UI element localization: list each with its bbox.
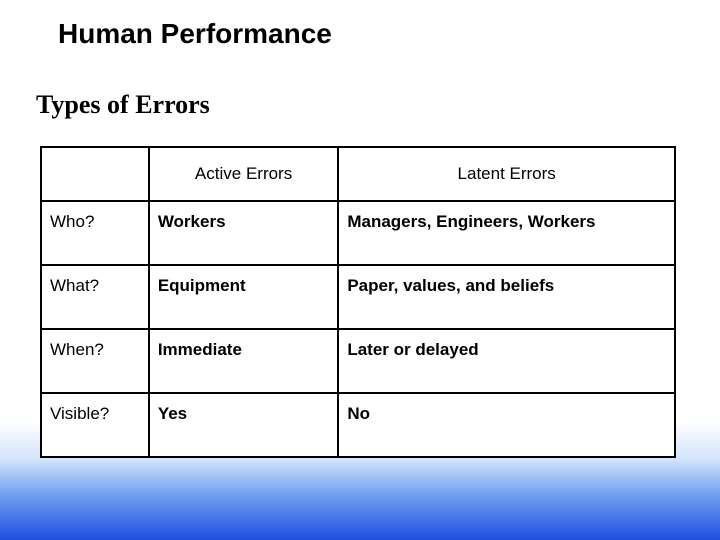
cell-latent: Later or delayed <box>338 329 675 393</box>
row-label: Visible? <box>41 393 149 457</box>
table-row: What? Equipment Paper, values, and belie… <box>41 265 675 329</box>
page-title: Human Performance <box>58 18 684 50</box>
cell-latent: No <box>338 393 675 457</box>
row-label: Who? <box>41 201 149 265</box>
table-header-empty <box>41 147 149 201</box>
cell-active: Workers <box>149 201 339 265</box>
errors-table: Active Errors Latent Errors Who? Workers… <box>40 146 676 458</box>
row-label: What? <box>41 265 149 329</box>
table-header-latent: Latent Errors <box>338 147 675 201</box>
table-row: When? Immediate Later or delayed <box>41 329 675 393</box>
cell-latent: Managers, Engineers, Workers <box>338 201 675 265</box>
cell-active: Yes <box>149 393 339 457</box>
table-row: Who? Workers Managers, Engineers, Worker… <box>41 201 675 265</box>
table-row: Visible? Yes No <box>41 393 675 457</box>
table-header-active: Active Errors <box>149 147 339 201</box>
table-header-row: Active Errors Latent Errors <box>41 147 675 201</box>
cell-active: Equipment <box>149 265 339 329</box>
slide: Human Performance Types of Errors Active… <box>0 0 720 540</box>
row-label: When? <box>41 329 149 393</box>
cell-active: Immediate <box>149 329 339 393</box>
cell-latent: Paper, values, and beliefs <box>338 265 675 329</box>
section-subtitle: Types of Errors <box>36 90 684 120</box>
